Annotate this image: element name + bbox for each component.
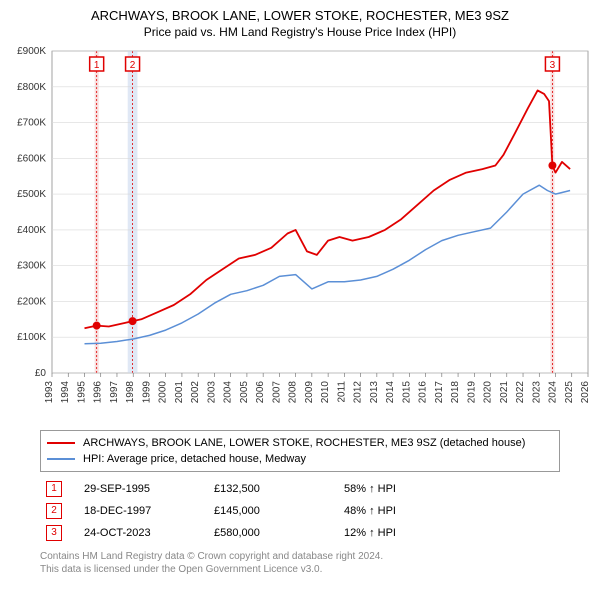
chart-subtitle: Price paid vs. HM Land Registry's House … [0, 25, 600, 43]
svg-text:2011: 2011 [336, 380, 347, 402]
svg-text:£900K: £900K [17, 46, 46, 57]
legend-label: ARCHWAYS, BROOK LANE, LOWER STOKE, ROCHE… [83, 437, 525, 449]
legend-label: HPI: Average price, detached house, Medw… [83, 453, 306, 465]
marker-date: 18-DEC-1997 [84, 505, 214, 517]
footer-attribution: Contains HM Land Registry data © Crown c… [40, 550, 560, 576]
marker-pct: 48% ↑ HPI [344, 505, 464, 517]
svg-text:£700K: £700K [17, 117, 46, 128]
svg-text:2: 2 [130, 60, 136, 71]
svg-text:1: 1 [94, 60, 100, 71]
svg-text:£800K: £800K [17, 82, 46, 93]
svg-text:2019: 2019 [466, 380, 477, 403]
svg-text:2004: 2004 [223, 380, 234, 403]
marker-row: 3 24-OCT-2023£580,00012% ↑ HPI [40, 522, 560, 544]
svg-text:£300K: £300K [17, 261, 46, 272]
svg-text:2014: 2014 [385, 380, 396, 403]
legend: ARCHWAYS, BROOK LANE, LOWER STOKE, ROCHE… [40, 430, 560, 472]
svg-text:2012: 2012 [353, 380, 364, 403]
footer-line-2: This data is licensed under the Open Gov… [40, 563, 560, 576]
svg-text:2006: 2006 [255, 380, 266, 403]
svg-text:2018: 2018 [450, 380, 461, 403]
svg-text:1996: 1996 [93, 380, 104, 403]
marker-row: 2 18-DEC-1997£145,00048% ↑ HPI [40, 500, 560, 522]
legend-swatch [47, 442, 75, 444]
svg-text:2023: 2023 [531, 380, 542, 403]
svg-text:£0: £0 [35, 368, 47, 379]
svg-text:2002: 2002 [190, 380, 201, 403]
marker-pct: 12% ↑ HPI [344, 527, 464, 539]
svg-text:2005: 2005 [239, 380, 250, 403]
svg-text:2000: 2000 [158, 380, 169, 403]
svg-text:2008: 2008 [288, 380, 299, 403]
svg-text:£100K: £100K [17, 332, 46, 343]
svg-text:1994: 1994 [60, 380, 71, 403]
marker-date: 29-SEP-1995 [84, 483, 214, 495]
marker-badge: 1 [46, 481, 62, 497]
legend-item: HPI: Average price, detached house, Medw… [47, 451, 553, 467]
svg-text:1999: 1999 [141, 380, 152, 403]
svg-text:£400K: £400K [17, 225, 46, 236]
svg-text:2003: 2003 [206, 380, 217, 403]
svg-text:1997: 1997 [109, 380, 120, 403]
marker-pct: 58% ↑ HPI [344, 483, 464, 495]
legend-swatch [47, 458, 75, 460]
svg-text:2017: 2017 [434, 380, 445, 403]
price-chart: £0 £100K £200K £300K £400K £500K £600K £700K £80… [0, 43, 600, 423]
svg-text:2022: 2022 [515, 380, 526, 403]
svg-text:1998: 1998 [125, 380, 136, 403]
svg-text:3: 3 [550, 60, 556, 71]
chart-title: ARCHWAYS, BROOK LANE, LOWER STOKE, ROCHE… [0, 0, 600, 25]
marker-table: 1 29-SEP-1995£132,50058% ↑ HPI 2 18-DEC-199… [40, 478, 560, 544]
svg-text:1993: 1993 [44, 380, 55, 403]
marker-badge: 2 [46, 503, 62, 519]
svg-text:2013: 2013 [369, 380, 380, 403]
svg-text:2020: 2020 [483, 380, 494, 403]
svg-text:£200K: £200K [17, 296, 46, 307]
svg-text:2021: 2021 [499, 380, 510, 403]
svg-text:£600K: £600K [17, 153, 46, 164]
svg-text:2016: 2016 [418, 380, 429, 403]
marker-badge: 3 [46, 525, 62, 541]
svg-text:2025: 2025 [564, 380, 575, 403]
marker-date: 24-OCT-2023 [84, 527, 214, 539]
marker-price: £132,500 [214, 483, 344, 495]
svg-text:2026: 2026 [580, 380, 591, 403]
marker-price: £145,000 [214, 505, 344, 517]
svg-text:2007: 2007 [271, 380, 282, 403]
svg-text:£500K: £500K [17, 189, 46, 200]
svg-text:2024: 2024 [548, 380, 559, 403]
marker-price: £580,000 [214, 527, 344, 539]
svg-text:2015: 2015 [401, 380, 412, 403]
svg-text:2009: 2009 [304, 380, 315, 403]
marker-row: 1 29-SEP-1995£132,50058% ↑ HPI [40, 478, 560, 500]
svg-text:1995: 1995 [76, 380, 87, 403]
chart-container: ARCHWAYS, BROOK LANE, LOWER STOKE, ROCHE… [0, 0, 600, 590]
legend-item: ARCHWAYS, BROOK LANE, LOWER STOKE, ROCHE… [47, 435, 553, 451]
footer-line-1: Contains HM Land Registry data © Crown c… [40, 550, 560, 563]
svg-text:2001: 2001 [174, 380, 185, 403]
svg-text:2010: 2010 [320, 380, 331, 403]
